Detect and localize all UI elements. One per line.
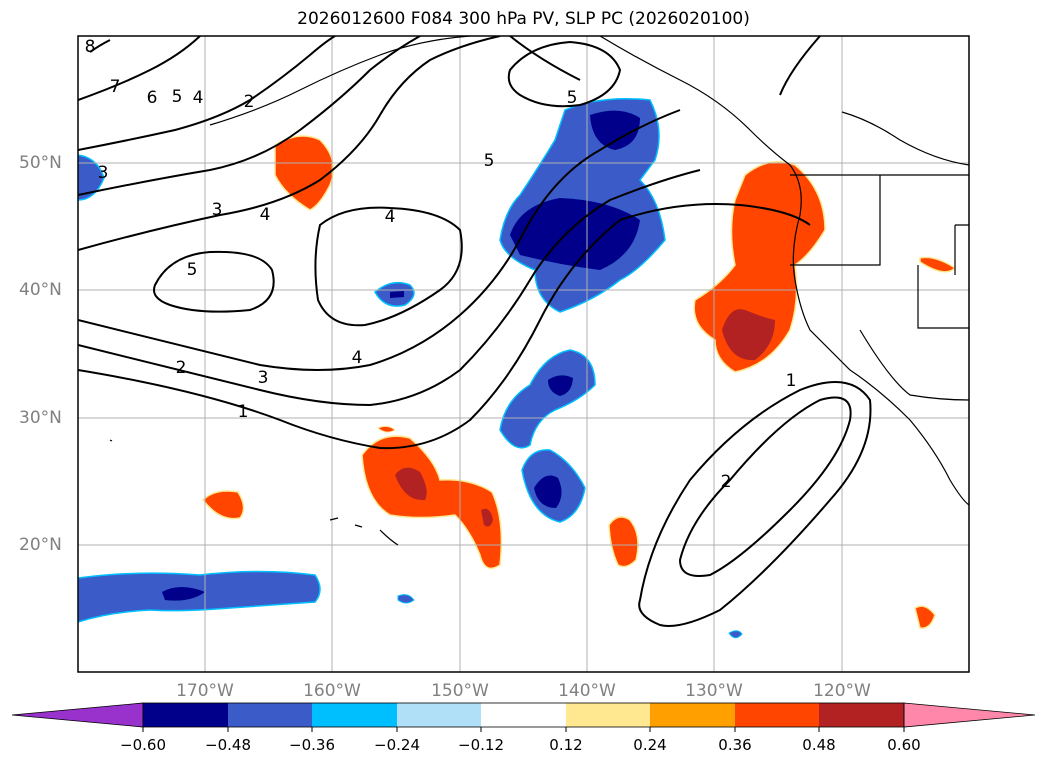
pv-positive-fills bbox=[202, 135, 957, 629]
lon-label-130w: 130°W bbox=[685, 681, 743, 701]
contour-label: 2 bbox=[176, 358, 187, 378]
contour-label: 1 bbox=[786, 371, 797, 391]
coastlines bbox=[109, 36, 969, 546]
contour-label: 7 bbox=[110, 77, 121, 97]
contour-label: 2 bbox=[244, 92, 255, 112]
graticule bbox=[78, 36, 969, 672]
contour-label: 4 bbox=[193, 88, 204, 108]
colorbar-tick-label: 0.36 bbox=[718, 736, 752, 754]
plot-frame bbox=[77, 35, 970, 673]
contour-label-group: 8 7 6 5 4 2 3 3 4 5 4 4 3 2 1 5 5 1 2 bbox=[85, 37, 797, 492]
lat-label-40n: 40°N bbox=[19, 280, 62, 300]
colorbar-tick-label: 0.60 bbox=[887, 736, 921, 754]
contour-label: 5 bbox=[484, 151, 495, 171]
colorbar-tick-label: 0.24 bbox=[633, 736, 667, 754]
lon-label-170w: 170°W bbox=[176, 681, 234, 701]
lat-label-50n: 50°N bbox=[19, 153, 62, 173]
contour-label: 6 bbox=[147, 88, 158, 108]
contour-label: 5 bbox=[172, 87, 183, 107]
colorbar-tick-label: 0.12 bbox=[549, 736, 583, 754]
lon-label-120w: 120°W bbox=[813, 681, 871, 701]
contour-label: 3 bbox=[212, 200, 223, 220]
contour-label: 1 bbox=[238, 402, 249, 422]
pv-negative-fills bbox=[78, 98, 743, 639]
contour-label: 3 bbox=[258, 368, 269, 388]
colorbar-tick-label: 0.48 bbox=[802, 736, 836, 754]
colorbar-tick-label: −0.48 bbox=[205, 736, 251, 754]
contour-label: 2 bbox=[721, 472, 732, 492]
map-plot-area: 8 7 6 5 4 2 3 3 4 5 4 4 3 2 1 5 5 1 2 bbox=[78, 36, 969, 672]
contour-label: 8 bbox=[85, 37, 96, 57]
lon-label-140w: 140°W bbox=[558, 681, 616, 701]
colorbar-tick-label: −0.60 bbox=[120, 736, 166, 754]
contour-label: 4 bbox=[352, 348, 363, 368]
lon-label-160w: 160°W bbox=[303, 681, 361, 701]
lat-label-20n: 20°N bbox=[19, 535, 62, 555]
lat-label-30n: 30°N bbox=[19, 408, 62, 428]
colorbar-tick-label: −0.24 bbox=[374, 736, 420, 754]
colorbar-tick-label: −0.36 bbox=[289, 736, 335, 754]
contour-label: 3 bbox=[98, 163, 109, 183]
contour-label: 5 bbox=[567, 88, 578, 108]
slp-contours bbox=[78, 36, 872, 627]
colorbar-tick-label: −0.12 bbox=[458, 736, 504, 754]
contour-label: 4 bbox=[385, 207, 396, 227]
contour-label: 4 bbox=[260, 205, 271, 225]
map-title: 2026012600 F084 300 hPa PV, SLP PC (2026… bbox=[297, 9, 750, 29]
lon-label-150w: 150°W bbox=[431, 681, 489, 701]
contour-label: 5 bbox=[187, 260, 198, 280]
colorbar bbox=[11, 702, 1036, 732]
